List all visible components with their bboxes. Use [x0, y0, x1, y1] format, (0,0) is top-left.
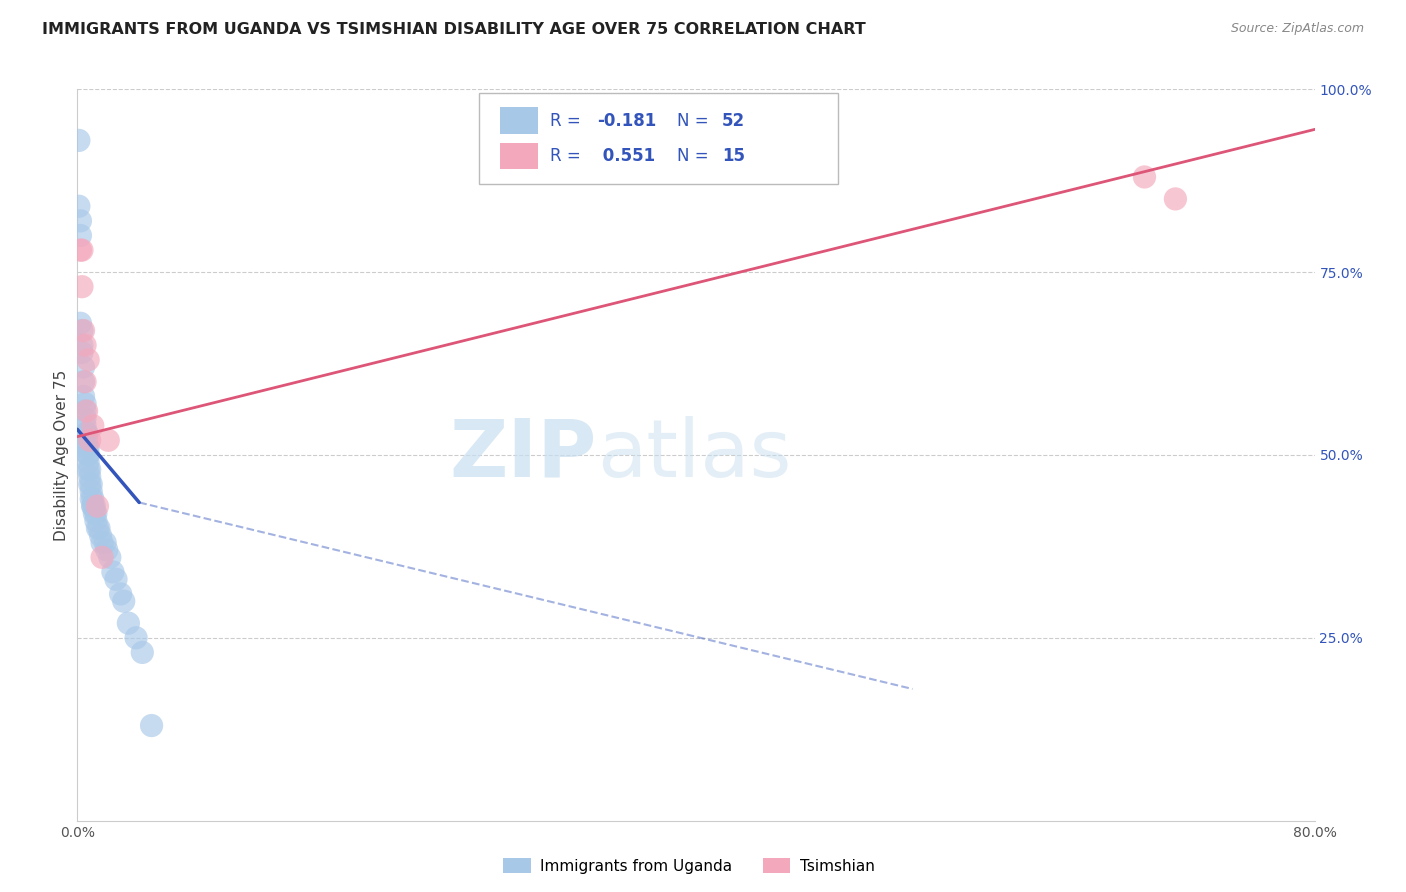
Point: [80, 484, 103, 499]
Text: N =: N =: [678, 112, 714, 129]
Point: [77, 448, 100, 462]
Text: 0.551: 0.551: [598, 147, 655, 165]
Point: [80, 477, 103, 491]
Point: [72, 389, 94, 403]
Point: [83, 499, 105, 513]
Point: [86, 499, 108, 513]
Point: [82, 418, 104, 433]
Point: [67, 199, 90, 213]
Point: [82, 499, 104, 513]
Point: [70, 324, 93, 338]
Point: [131, 645, 153, 659]
Point: [86, 521, 108, 535]
Point: [77, 441, 100, 455]
Point: [77, 352, 100, 367]
FancyBboxPatch shape: [501, 143, 537, 169]
Point: [98, 550, 121, 565]
Point: [90, 528, 112, 542]
Point: [79, 477, 101, 491]
Point: [112, 594, 135, 608]
Text: 15: 15: [721, 147, 745, 165]
FancyBboxPatch shape: [501, 108, 537, 134]
Point: [79, 462, 101, 476]
Point: [75, 397, 96, 411]
Point: [1133, 169, 1156, 184]
Point: [70, 243, 93, 257]
Point: [76, 425, 98, 440]
Point: [76, 404, 98, 418]
Point: [75, 418, 96, 433]
Point: [75, 338, 96, 352]
FancyBboxPatch shape: [479, 93, 838, 185]
Point: [75, 404, 96, 418]
Point: [76, 425, 98, 440]
Point: [82, 491, 104, 506]
Point: [70, 279, 93, 293]
Point: [75, 411, 96, 425]
Text: Source: ZipAtlas.com: Source: ZipAtlas.com: [1230, 22, 1364, 36]
Text: 52: 52: [721, 112, 745, 129]
Point: [69, 214, 91, 228]
Point: [75, 375, 96, 389]
Point: [91, 535, 114, 549]
Text: -0.181: -0.181: [598, 112, 657, 129]
Point: [79, 434, 101, 448]
Point: [94, 535, 117, 549]
Point: [77, 448, 100, 462]
Point: [97, 434, 120, 448]
Point: [105, 572, 128, 586]
Point: [84, 507, 107, 521]
Point: [117, 616, 139, 631]
Point: [72, 360, 94, 375]
Point: [72, 324, 94, 338]
Point: [76, 441, 98, 455]
Text: R =: R =: [550, 112, 586, 129]
Point: [96, 543, 118, 558]
Point: [1164, 192, 1187, 206]
Text: atlas: atlas: [598, 416, 792, 494]
Text: N =: N =: [678, 147, 714, 165]
Point: [76, 434, 98, 448]
Point: [141, 718, 163, 732]
Point: [72, 375, 94, 389]
Point: [87, 521, 110, 535]
Text: ZIP: ZIP: [450, 416, 598, 494]
Point: [67, 133, 90, 147]
Point: [69, 243, 91, 257]
Point: [83, 507, 105, 521]
Text: IMMIGRANTS FROM UGANDA VS TSIMSHIAN DISABILITY AGE OVER 75 CORRELATION CHART: IMMIGRANTS FROM UGANDA VS TSIMSHIAN DISA…: [42, 22, 866, 37]
Point: [84, 514, 107, 528]
Point: [91, 550, 114, 565]
Point: [70, 345, 93, 359]
Point: [70, 338, 93, 352]
Y-axis label: Disability Age Over 75: Disability Age Over 75: [53, 369, 69, 541]
Point: [125, 631, 148, 645]
Text: R =: R =: [550, 147, 586, 165]
Point: [82, 499, 104, 513]
Point: [77, 455, 100, 469]
Point: [80, 491, 103, 506]
Point: [77, 462, 100, 476]
Point: [110, 587, 132, 601]
Point: [101, 565, 124, 579]
Legend: Immigrants from Uganda, Tsimshian: Immigrants from Uganda, Tsimshian: [498, 852, 880, 880]
Point: [79, 470, 101, 484]
Point: [69, 228, 91, 243]
Point: [69, 316, 91, 330]
